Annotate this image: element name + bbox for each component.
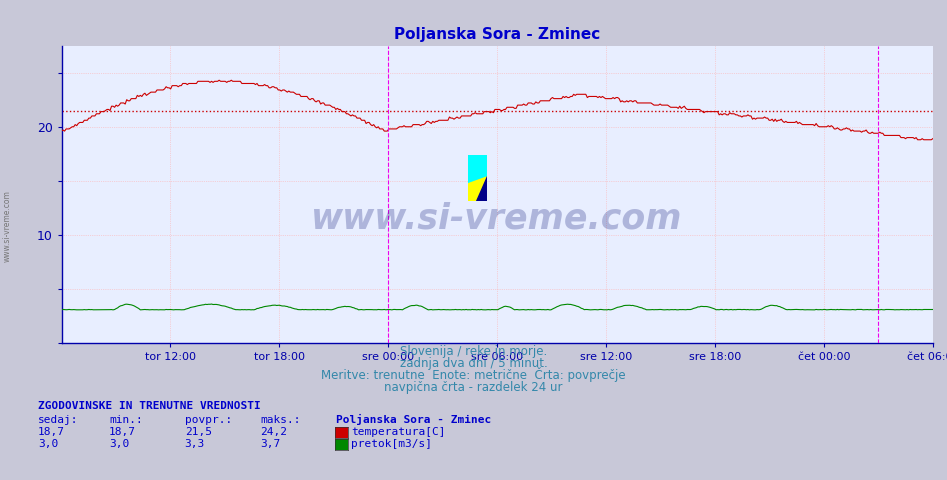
Text: www.si-vreme.com: www.si-vreme.com — [312, 201, 683, 235]
Text: min.:: min.: — [109, 415, 143, 425]
Text: 3,7: 3,7 — [260, 439, 280, 449]
Title: Poljanska Sora - Zminec: Poljanska Sora - Zminec — [394, 27, 600, 42]
Text: pretok[m3/s]: pretok[m3/s] — [351, 439, 433, 449]
Text: povpr.:: povpr.: — [185, 415, 232, 425]
Polygon shape — [468, 155, 487, 182]
Text: ZGODOVINSKE IN TRENUTNE VREDNOSTI: ZGODOVINSKE IN TRENUTNE VREDNOSTI — [38, 401, 260, 411]
Text: www.si-vreme.com: www.si-vreme.com — [3, 190, 12, 262]
Text: 24,2: 24,2 — [260, 427, 288, 437]
Text: Meritve: trenutne  Enote: metrične  Črta: povprečje: Meritve: trenutne Enote: metrične Črta: … — [321, 367, 626, 382]
Text: 3,0: 3,0 — [38, 439, 58, 449]
Text: sedaj:: sedaj: — [38, 415, 79, 425]
Text: Poljanska Sora - Zminec: Poljanska Sora - Zminec — [336, 414, 491, 425]
Text: 3,3: 3,3 — [185, 439, 205, 449]
Text: 3,0: 3,0 — [109, 439, 129, 449]
Text: Slovenija / reke in morje.: Slovenija / reke in morje. — [400, 345, 547, 358]
Polygon shape — [476, 176, 487, 201]
Text: 21,5: 21,5 — [185, 427, 212, 437]
Text: 18,7: 18,7 — [109, 427, 136, 437]
Text: 18,7: 18,7 — [38, 427, 65, 437]
Text: maks.:: maks.: — [260, 415, 301, 425]
Text: zadnja dva dni / 5 minut.: zadnja dva dni / 5 minut. — [400, 357, 547, 370]
Text: temperatura[C]: temperatura[C] — [351, 427, 446, 437]
Text: navpična črta - razdelek 24 ur: navpična črta - razdelek 24 ur — [384, 381, 563, 394]
